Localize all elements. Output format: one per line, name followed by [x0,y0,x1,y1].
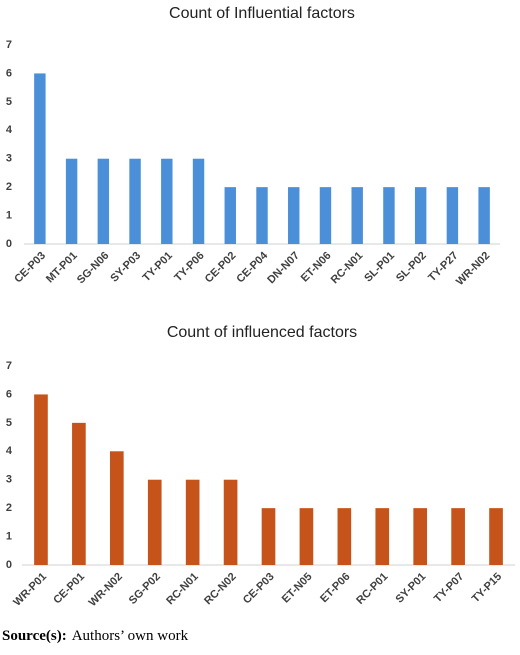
y-tick-label: 1 [6,209,12,221]
bar [478,187,490,244]
x-tick-label: TY-P06 [172,250,206,284]
y-tick-label: 3 [6,153,12,165]
y-tick-label: 1 [6,530,12,542]
x-tick-label: CE-P03 [241,571,277,607]
y-tick-label: 7 [6,360,12,372]
bar [161,158,173,244]
x-tick-label: RC-N01 [329,250,366,287]
bar [414,187,427,244]
x-tick-label: WR-P01 [11,571,49,609]
bar [383,187,395,244]
y-tick-label: 7 [6,39,12,51]
y-tick-label: 4 [6,445,13,457]
bar [256,187,268,244]
x-tick-label: TY-P15 [470,571,504,605]
x-tick-label: SY-P03 [108,250,143,285]
source: Source(s): Authors’ own work [2,628,189,644]
bar [299,508,314,565]
bar [223,479,238,565]
bar [97,158,110,244]
x-tick-label: WR-N02 [87,571,125,609]
x-tick-label: ET-N06 [299,250,334,285]
x-tick-label: TY-P01 [141,250,175,284]
x-tick-label: RC-N02 [202,571,239,608]
bar [147,479,162,565]
x-tick-label: SY-P01 [393,571,428,606]
chart-title: Count of influenced factors [167,324,357,341]
bar [129,158,141,244]
x-tick-label: CE-P02 [203,250,239,286]
x-tick-label: SG-P02 [127,571,163,607]
bar [72,422,86,565]
x-tick-label: CE-P03 [12,250,48,286]
x-tick-label: SL-P02 [394,250,429,285]
bar [34,394,48,565]
bar [413,508,428,565]
bar [65,158,78,244]
source-label: Source(s): [2,628,67,644]
x-tick-label: SG-N06 [75,250,112,287]
chart-title: Count of Influential factors [169,5,355,22]
y-tick-label: 6 [6,67,12,79]
y-tick-label: 5 [6,417,12,429]
x-tick-label: MT-P01 [44,250,80,286]
y-tick-label: 2 [6,181,12,193]
y-tick-label: 0 [6,238,12,250]
y-tick-label: 0 [6,559,12,571]
y-tick-label: 4 [6,124,13,136]
x-tick-label: CE-P04 [234,249,270,285]
bar [319,187,332,244]
x-tick-label: TY-P07 [432,571,466,605]
y-tick-label: 5 [6,96,12,108]
x-tick-label: DN-N07 [265,250,302,287]
bar [375,508,390,565]
x-tick-label: SL-P01 [362,250,397,285]
bar [185,479,200,565]
x-tick-label: ET-P06 [318,571,352,605]
x-tick-label: WR-N02 [454,250,492,288]
bar [351,187,363,244]
x-tick-label: RC-P01 [354,571,390,607]
bar [288,187,300,244]
bar [34,73,46,244]
y-tick-label: 6 [6,388,12,400]
bar [261,508,276,565]
source-text: Authors’ own work [72,628,189,644]
x-tick-label: CE-P01 [51,571,87,607]
bar [224,187,236,244]
bar [489,508,503,565]
bar [446,187,459,244]
x-tick-label: RC-N01 [164,571,201,608]
bar [451,508,465,565]
bar [337,508,352,565]
bar [192,158,205,244]
bar [109,451,124,565]
y-tick-label: 2 [6,502,12,514]
y-tick-label: 3 [6,474,12,486]
x-tick-label: ET-N05 [280,571,315,606]
